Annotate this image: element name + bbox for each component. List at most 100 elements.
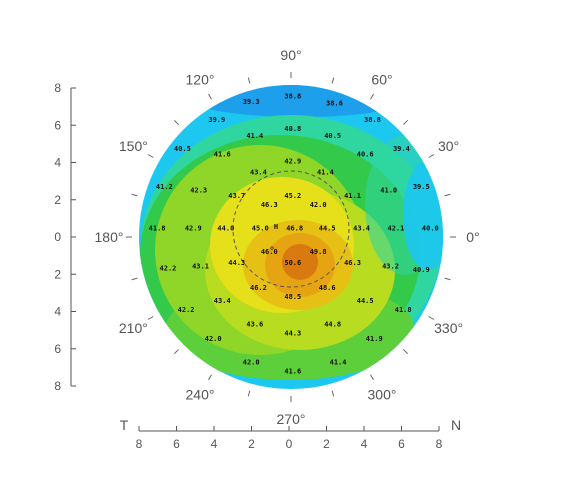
value-label: 44.5 <box>319 224 336 232</box>
value-label: 48.6 <box>319 284 336 292</box>
angle-tick <box>131 193 138 197</box>
diamond-marker: ◇ <box>270 244 275 252</box>
nasal-label: N <box>451 417 461 433</box>
x-tick-label: 4 <box>211 437 218 451</box>
h-marker: H <box>274 223 278 231</box>
value-label: 46.3 <box>261 201 278 209</box>
value-label: 39.9 <box>208 116 225 124</box>
value-label: 42.2 <box>178 306 195 314</box>
value-label: 41.1 <box>344 192 361 200</box>
heatmap-field <box>139 85 443 389</box>
value-label: 42.1 <box>388 224 405 232</box>
value-label: 41.4 <box>330 358 347 366</box>
x-tick-label: 2 <box>323 437 330 451</box>
value-label: 44.0 <box>217 224 234 232</box>
value-label: 48.5 <box>284 293 301 301</box>
angle-label: 300° <box>368 387 397 403</box>
angle-label: 60° <box>371 71 392 87</box>
value-label: 44.8 <box>324 320 341 328</box>
angle-label: 270° <box>277 411 306 427</box>
y-tick-label: 2 <box>54 193 61 207</box>
angle-label: 0° <box>466 229 479 245</box>
value-label: 44.3 <box>228 259 245 267</box>
value-label: 46.8 <box>286 224 303 232</box>
angle-label: 210° <box>119 320 148 336</box>
angle-tick <box>444 277 451 281</box>
value-label: 43.4 <box>250 168 267 176</box>
pupil-outline <box>232 170 350 288</box>
value-label: 41.2 <box>156 183 173 191</box>
angle-label: 90° <box>280 47 301 63</box>
angle-label: 30° <box>438 138 459 154</box>
y-tick-label: 6 <box>54 342 61 356</box>
y-tick-label: 2 <box>54 267 61 281</box>
angle-tick <box>208 93 212 100</box>
angle-tick <box>444 193 451 197</box>
value-label: 49.8 <box>310 248 327 256</box>
value-label: 42.0 <box>243 358 260 366</box>
value-label: 38.6 <box>326 100 343 108</box>
value-label: 41.0 <box>380 186 397 194</box>
value-label: 43.4 <box>214 297 231 305</box>
value-label: 41.6 <box>284 367 301 375</box>
angle-label: 150° <box>119 138 148 154</box>
value-label: 40.5 <box>324 132 341 140</box>
angle-tick <box>147 154 154 158</box>
y-tick-label: 4 <box>54 156 61 170</box>
value-label: 40.6 <box>357 150 374 158</box>
y-tick-label: 8 <box>54 379 61 393</box>
angle-tick <box>370 374 374 381</box>
value-label: 39.4 <box>393 145 410 153</box>
angle-tick <box>370 93 374 100</box>
angle-label: 330° <box>434 320 463 336</box>
angle-labels: 90° 60° 30° 0° 330° 300° 270° 240° 210° 180° 150° 1… <box>95 47 480 427</box>
angle-tick <box>428 154 435 158</box>
value-label: 41.4 <box>317 168 334 176</box>
value-label: 41.6 <box>214 150 231 158</box>
value-label: 40.5 <box>174 145 191 153</box>
angle-tick <box>173 119 179 125</box>
value-label: 38.8 <box>284 92 301 100</box>
value-label: 43.2 <box>382 262 399 270</box>
value-label: 41.8 <box>395 306 412 314</box>
value-label: 40.0 <box>422 224 439 232</box>
x-tick-label: 0 <box>286 437 293 451</box>
angle-tick <box>403 349 409 355</box>
value-label: 50.6 <box>284 259 301 267</box>
angle-label: 120° <box>186 71 215 87</box>
angle-label: 180° <box>95 229 124 245</box>
angle-label: 240° <box>186 387 215 403</box>
value-label: 44.5 <box>357 297 374 305</box>
value-label: 46.2 <box>250 284 267 292</box>
value-label: 43.1 <box>192 262 209 270</box>
angle-tick <box>131 277 138 281</box>
angle-tick <box>331 390 335 397</box>
value-label: 41.4 <box>246 132 263 140</box>
value-label: 42.2 <box>160 264 177 272</box>
angle-tick <box>428 316 435 320</box>
value-label: 42.0 <box>310 201 327 209</box>
angle-tick <box>208 374 212 381</box>
value-label: 43.4 <box>353 224 370 232</box>
angle-tick <box>247 390 251 397</box>
value-label: 42.9 <box>284 158 301 166</box>
value-label: 43.6 <box>246 320 263 328</box>
value-label: 45.2 <box>284 192 301 200</box>
value-label: 46.3 <box>344 259 361 267</box>
y-tick-label: 0 <box>54 230 61 244</box>
y-tick-label: 8 <box>54 81 61 95</box>
x-tick-label: 8 <box>136 437 143 451</box>
value-label: 45.0 <box>252 224 269 232</box>
temporal-label: T <box>120 417 129 433</box>
value-label: 41.9 <box>366 335 383 343</box>
angle-tick <box>147 316 154 320</box>
value-label: 42.9 <box>185 224 202 232</box>
value-label: 40.9 <box>413 266 430 274</box>
angle-tick <box>173 349 179 355</box>
y-tick-label: 4 <box>54 305 61 319</box>
value-label: 42.3 <box>190 186 207 194</box>
x-tick-label: 4 <box>361 437 368 451</box>
x-tick-label: 6 <box>398 437 405 451</box>
